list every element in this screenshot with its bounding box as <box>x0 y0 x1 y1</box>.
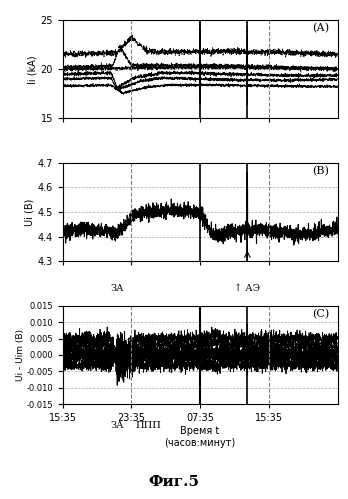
Y-axis label: Ii (kA): Ii (kA) <box>27 55 38 83</box>
Y-axis label: Ui - Uim (В): Ui - Uim (В) <box>16 329 25 381</box>
Y-axis label: Ui (В): Ui (В) <box>25 199 35 226</box>
Text: (С): (С) <box>312 308 329 319</box>
Text: Фиг.5: Фиг.5 <box>149 475 199 489</box>
Text: (А): (А) <box>312 23 329 33</box>
Text: ЗА: ЗА <box>110 421 124 430</box>
Text: (B): (B) <box>313 166 329 176</box>
Text: ↑ АЭ: ↑ АЭ <box>234 284 260 293</box>
X-axis label: Время t
(часов:минут): Время t (часов:минут) <box>165 426 236 448</box>
Text: ЗА: ЗА <box>110 284 124 293</box>
Text: ППП: ППП <box>136 421 161 430</box>
